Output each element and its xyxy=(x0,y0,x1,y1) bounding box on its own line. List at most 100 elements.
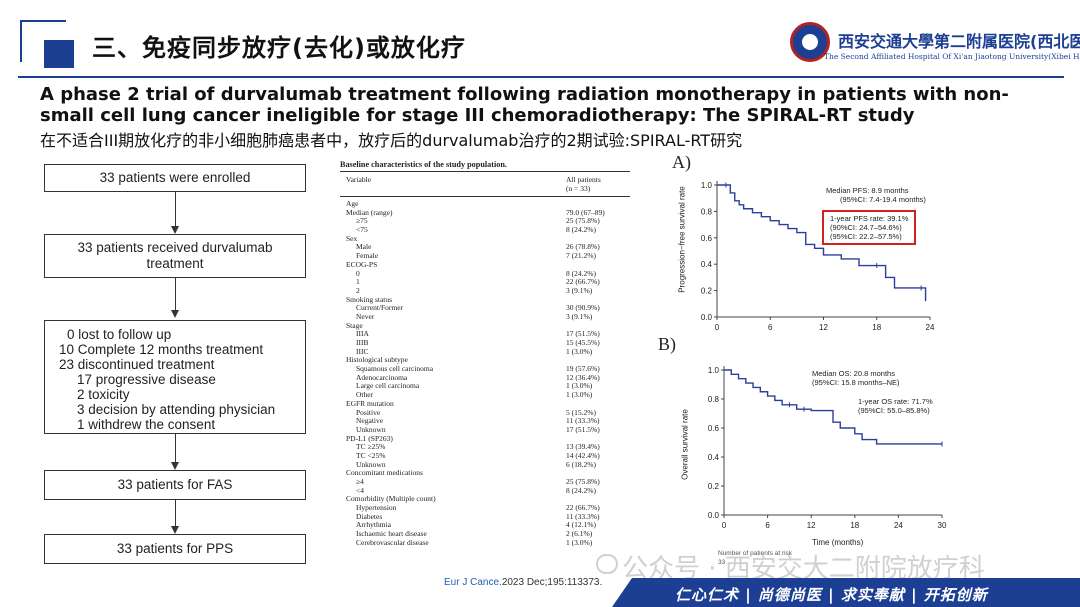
table-row: IIIA 17 (51.5%) xyxy=(340,330,630,339)
survival-curve xyxy=(724,369,942,445)
table-row: Concomitant medications xyxy=(340,469,630,478)
table-cell-value: 13 (39.4%) xyxy=(566,442,600,452)
table-col-variable: Variable xyxy=(346,175,371,184)
y-tick-label: 1.0 xyxy=(708,366,720,375)
corner-decoration xyxy=(20,20,66,62)
os-ylabel: Overall survival rate xyxy=(680,409,690,480)
table-cell-value: 2 (6.1%) xyxy=(566,529,593,539)
y-tick-label: 0.4 xyxy=(701,260,713,269)
y-tick-label: 0.4 xyxy=(708,453,720,462)
table-row: Arrhythmia 4 (12.1%) xyxy=(340,521,630,530)
table-cell-label: Ischaemic heart disease xyxy=(356,529,427,539)
table-cell-label: Cerebrovascular disease xyxy=(356,537,429,547)
flow-connector xyxy=(175,500,176,526)
y-tick-label: 0.2 xyxy=(708,482,720,491)
table-row: Age xyxy=(340,199,630,209)
table-cell-label: Squamous cell carcinoma xyxy=(356,364,434,374)
pfs-1yr-ci95: (95%CI: 22.2–57.5%) xyxy=(830,232,902,241)
table-row: TC <25% 14 (42.4%) xyxy=(340,450,630,461)
flow-box-fas: 33 patients for FAS xyxy=(44,470,306,500)
study-title-en: A phase 2 trial of durvalumab treatment … xyxy=(40,84,1009,126)
x-tick-label: 18 xyxy=(850,521,859,530)
table-row: Large cell carcinoma 1 (3.0%) xyxy=(340,382,630,391)
table-cell-value: 1 (3.0%) xyxy=(566,537,593,547)
table-row: TC ≥25% 13 (39.4%) xyxy=(340,443,630,452)
table-cell-label: IIIA xyxy=(356,329,369,339)
flow-received-line1: 33 patients received durvalumab xyxy=(77,240,273,255)
table-cell-value: 11 (33.3%) xyxy=(566,511,600,521)
table-cell-label: Male xyxy=(356,242,372,252)
hospital-name-en: The Second Affiliated Hospital Of Xi'an … xyxy=(824,52,1080,61)
pfs-median-label: Median PFS: 8.9 months xyxy=(826,186,909,195)
os-median-ci: (95%CI: 15.8 months–NE) xyxy=(812,378,900,387)
x-tick-label: 12 xyxy=(819,323,828,332)
table-cell-value: 17 (51.5%) xyxy=(566,329,600,339)
y-tick-label: 0.0 xyxy=(708,511,720,520)
citation: Eur J Cance.2023 Dec;195:113373. xyxy=(444,577,602,588)
table-row: IIIC 1 (3.0%) xyxy=(340,346,630,357)
flow-arrow-icon xyxy=(171,310,179,318)
flow-arrow-icon xyxy=(171,226,179,234)
citation-details: 2023 Dec;195:113373. xyxy=(501,577,603,588)
flow-connector xyxy=(175,434,176,462)
table-cell-value: 30 (90.9%) xyxy=(566,303,600,313)
y-tick-label: 0.6 xyxy=(701,234,713,243)
table-cell-value: 6 (18.2%) xyxy=(566,459,596,469)
table-cell-label: Unknown xyxy=(356,459,386,469)
flow-fas-text: 33 patients for FAS xyxy=(117,477,233,492)
table-row: 0 8 (24.2%) xyxy=(340,268,630,279)
table-cell-label: Adenocarcinoma xyxy=(356,372,408,382)
table-cell-label: Median (range) xyxy=(346,207,393,217)
table-cell-label: Diabetes xyxy=(356,511,383,521)
table-row: 1 22 (66.7%) xyxy=(340,277,630,287)
table-row: Adenocarcinoma 12 (36.4%) xyxy=(340,372,630,383)
os-1yr-rate: 1-year OS rate: 71.7% xyxy=(858,397,933,406)
table-cell-label: <75 xyxy=(356,225,368,235)
x-tick-label: 6 xyxy=(765,521,770,530)
number-at-risk-values: 33 xyxy=(718,559,726,566)
table-row: Histological subtype xyxy=(340,356,630,365)
table-cell-label: 0 xyxy=(356,268,360,278)
table-cell-value: 15 (45.5%) xyxy=(566,338,600,347)
disp-withdrew: 1 withdrew the consent xyxy=(77,417,216,432)
table-cell-label: Stage xyxy=(346,320,363,330)
pfs-1yr-highlight-box: 1-year PFS rate: 39.1% (90%CI: 24.7–54.6… xyxy=(822,210,917,245)
table-row: Squamous cell carcinoma 19 (57.6%) xyxy=(340,364,630,374)
table-row: Smoking status xyxy=(340,295,630,305)
flow-connector xyxy=(175,192,176,226)
disp-physician: 3 decision by attending physician xyxy=(77,402,276,417)
table-cell-value: 5 (15.2%) xyxy=(566,407,596,417)
table-row: IIIB 15 (45.5%) xyxy=(340,338,630,348)
table-cell-value: 1 (3.0%) xyxy=(566,381,593,391)
table-cell-label: TC <25% xyxy=(356,450,386,460)
table-row: Female 7 (21.2%) xyxy=(340,251,630,261)
table-row: ≥4 25 (75.8%) xyxy=(340,477,630,487)
table-cell-value: 25 (75.8%) xyxy=(566,216,600,226)
os-xlabel: Time (months) xyxy=(812,538,864,547)
table-row: Other 1 (3.0%) xyxy=(340,390,630,400)
table-row: Sex xyxy=(340,234,630,244)
x-tick-label: 24 xyxy=(926,323,935,332)
flow-pps-text: 33 patients for PPS xyxy=(116,541,234,556)
table-cell-value: 8 (24.2%) xyxy=(566,225,596,235)
os-km-plot: 0.0 0.2 0.4 0.6 0.8 1.0 0 6 12 18 24 30 xyxy=(708,366,947,530)
pfs-1yr-ci90: (90%CI: 24.7–54.6%) xyxy=(830,223,902,232)
table-cell-value: 3 (9.1%) xyxy=(566,311,593,321)
table-cell-label: Arrhythmia xyxy=(356,520,391,530)
table-row: Positive 5 (15.2%) xyxy=(340,407,630,418)
table-cell-value: 79.0 (67–89) xyxy=(566,207,605,217)
table-cell-label: Positive xyxy=(356,407,381,417)
flow-box-enrolled: 33 patients were enrolled xyxy=(44,164,306,192)
table-cell-value: 1 (3.0%) xyxy=(566,346,593,356)
table-cell-value: 1 (3.0%) xyxy=(566,390,593,400)
flow-box-disposition: 0 lost to follow up 10 Complete 12 month… xyxy=(44,320,306,434)
table-row: Stage xyxy=(340,320,630,331)
table-cell-label: Histological subtype xyxy=(346,355,408,365)
table-cell-value: 22 (66.7%) xyxy=(566,277,600,287)
table-row: Current/Former 30 (90.9%) xyxy=(340,304,630,313)
os-1yr-ci: (95%CI: 55.0–85.8%) xyxy=(858,406,930,415)
citation-journal: Eur J Cance. xyxy=(444,577,502,588)
flow-arrow-icon xyxy=(171,462,179,470)
table-row: Negative 11 (33.3%) xyxy=(340,416,630,426)
table-row: ECOG-PS xyxy=(340,260,630,270)
